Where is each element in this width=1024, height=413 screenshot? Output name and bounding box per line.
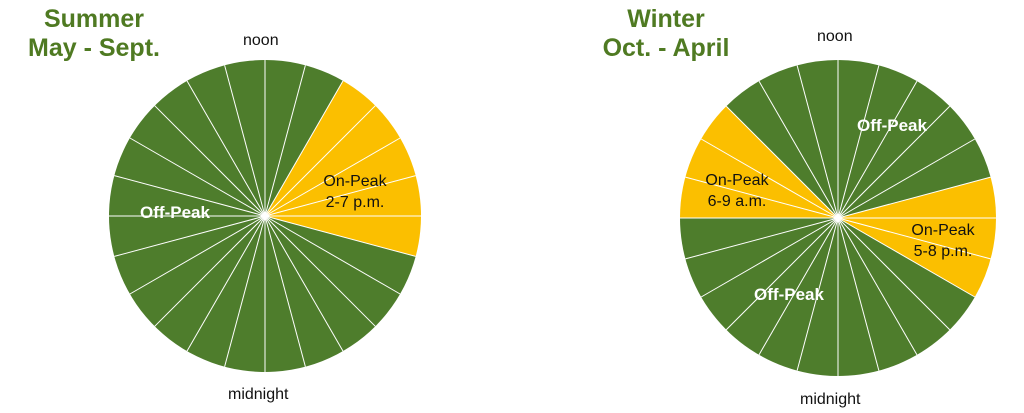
winter-hour-line-20 bbox=[837, 217, 976, 298]
winter-hour-line-14 bbox=[837, 80, 918, 219]
summer-hour-line-8 bbox=[129, 137, 266, 217]
winter-title-season: Winter bbox=[627, 5, 705, 33]
winter-chart-title: Winter Oct. - April bbox=[590, 5, 742, 63]
summer-title-months: May - Sept. bbox=[28, 34, 160, 62]
summer-hour-line-7 bbox=[114, 175, 266, 217]
summer-hour-line-13 bbox=[264, 65, 306, 217]
summer-hour-line-21 bbox=[264, 215, 376, 327]
winter-label-3-line-1: On-Peak bbox=[911, 222, 975, 239]
winter-midnight-label: midnight bbox=[800, 391, 861, 408]
summer-label-2-line-2: 2-7 p.m. bbox=[326, 194, 385, 211]
summer-hour-line-5 bbox=[114, 215, 266, 257]
winter-on-peak-label-3: On-Peak 5-8 p.m. bbox=[911, 222, 975, 260]
winter-on-peak-label-1: On-Peak 6-9 a.m. bbox=[705, 172, 769, 210]
summer-chart-title: Summer May - Sept. bbox=[14, 5, 174, 63]
winter-hour-line-13 bbox=[837, 65, 880, 219]
winter-on-peak-slice-3 bbox=[838, 177, 997, 297]
summer-hour-line-20 bbox=[264, 215, 401, 295]
winter-label-3-line-2: 5-8 p.m. bbox=[914, 243, 973, 260]
winter-hour-line-15 bbox=[837, 105, 951, 219]
winter-title-months: Oct. - April bbox=[602, 34, 730, 62]
summer-off-peak-label-1: Off-Peak bbox=[140, 203, 210, 222]
summer-on-peak-label-2: On-Peak 2-7 p.m. bbox=[323, 173, 387, 211]
winter-hour-line-17 bbox=[837, 176, 991, 219]
winter-label-1-line-1: On-Peak bbox=[705, 172, 769, 189]
winter-hour-line-3 bbox=[725, 217, 839, 331]
winter-hour-line-10 bbox=[758, 80, 839, 219]
winter-on-peak-slice-1 bbox=[680, 106, 838, 218]
summer-midnight-label: midnight bbox=[228, 386, 289, 403]
winter-off-peak-label-4: Off-Peak bbox=[754, 285, 824, 304]
winter-hour-line-11 bbox=[796, 65, 839, 219]
summer-hour-line-1 bbox=[224, 215, 266, 367]
winter-label-2-line-1: Off-Peak bbox=[857, 116, 927, 135]
summer-hour-line-15 bbox=[264, 105, 376, 217]
summer-title-season: Summer bbox=[43, 5, 145, 33]
winter-off-peak-slice-4 bbox=[680, 218, 975, 376]
winter-off-peak-slice-2 bbox=[726, 60, 991, 219]
summer-hour-line-23 bbox=[264, 215, 306, 367]
summer-hour-line-16 bbox=[264, 137, 401, 217]
winter-hour-line-2 bbox=[758, 217, 839, 356]
winter-hour-line-4 bbox=[700, 217, 839, 298]
winter-label-1-line-2: 6-9 a.m. bbox=[708, 193, 767, 210]
summer-hour-line-3 bbox=[154, 215, 266, 327]
winter-hour-line-8 bbox=[700, 138, 839, 219]
summer-hour-line-2 bbox=[186, 215, 266, 352]
summer-hour-line-14 bbox=[264, 80, 344, 217]
winter-label-4-line-1: Off-Peak bbox=[754, 285, 824, 304]
winter-hour-line-16 bbox=[837, 138, 976, 219]
winter-hour-line-19 bbox=[837, 217, 991, 260]
summer-hour-line-17 bbox=[264, 175, 416, 217]
winter-hour-line-9 bbox=[725, 105, 839, 219]
summer-hour-line-4 bbox=[129, 215, 266, 295]
winter-noon-label: noon bbox=[817, 28, 853, 45]
winter-hour-line-22 bbox=[837, 217, 918, 356]
summer-hour-line-9 bbox=[154, 105, 266, 217]
winter-hour-line-1 bbox=[796, 217, 839, 371]
winter-hour-line-7 bbox=[685, 176, 839, 219]
summer-hour-line-22 bbox=[264, 215, 344, 352]
winter-hour-line-23 bbox=[837, 217, 880, 371]
summer-label-2-line-1: On-Peak bbox=[323, 173, 387, 190]
summer-on-peak-slice-2 bbox=[265, 80, 421, 257]
winter-hour-line-21 bbox=[837, 217, 951, 331]
winter-hour-line-5 bbox=[685, 217, 839, 260]
winter-off-peak-label-2: Off-Peak bbox=[857, 116, 927, 135]
summer-noon-label: noon bbox=[243, 32, 279, 49]
summer-hour-line-11 bbox=[224, 65, 266, 217]
summer-hour-line-19 bbox=[264, 215, 416, 257]
summer-label-1-line-1: Off-Peak bbox=[140, 203, 210, 222]
summer-hour-line-10 bbox=[186, 80, 266, 217]
